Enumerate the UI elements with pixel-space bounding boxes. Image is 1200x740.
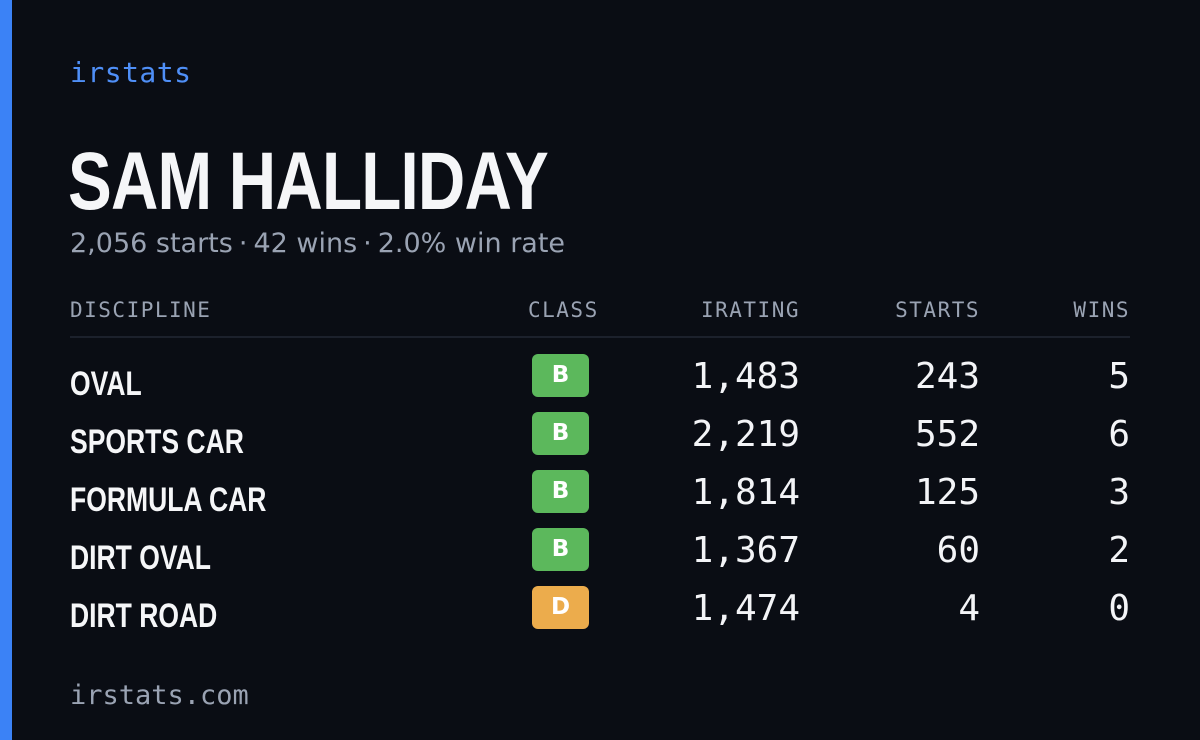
wins-value: 5: [1108, 356, 1130, 397]
driver-name: SAM HALLIDAY: [68, 136, 549, 227]
header-irating: IRATING: [700, 298, 800, 322]
header-starts: STARTS: [895, 298, 980, 322]
summary-win-rate: 2.0% win rate: [377, 228, 566, 259]
class-badge: B: [532, 412, 589, 455]
table-body: OVAL B 1,483 243 5 SPORTS CAR B 2,219 55…: [70, 338, 1130, 644]
brand-logo-text: irstats: [70, 56, 192, 89]
irating-value: 1,814: [691, 472, 800, 513]
irating-value: 2,219: [691, 414, 800, 455]
discipline-name: DIRT ROAD: [70, 597, 218, 635]
summary-starts: 2,056 starts: [70, 228, 233, 259]
wins-value: 0: [1108, 588, 1130, 629]
starts-value: 125: [914, 472, 980, 513]
starts-value: 243: [914, 356, 980, 397]
career-summary: 2,056 starts · 42 wins · 2.0% win rate: [70, 228, 565, 259]
discipline-name: OVAL: [70, 365, 142, 403]
class-badge: B: [532, 470, 589, 513]
summary-separator: ·: [363, 228, 372, 259]
class-badge: B: [532, 354, 589, 397]
discipline-name: FORMULA CAR: [70, 481, 267, 519]
table-row: DIRT OVAL B 1,367 60 2: [70, 528, 1130, 586]
starts-value: 552: [914, 414, 980, 455]
header-wins: WINS: [1073, 298, 1130, 322]
summary-separator: ·: [238, 228, 248, 259]
class-badge: B: [532, 528, 589, 571]
header-discipline: DISCIPLINE: [70, 298, 212, 322]
irating-value: 1,474: [691, 588, 800, 629]
table-row: DIRT ROAD D 1,474 4 0: [70, 586, 1130, 644]
table-row: OVAL B 1,483 243 5: [70, 354, 1130, 412]
footer-url: irstats.com: [70, 680, 249, 711]
discipline-name: SPORTS CAR: [70, 423, 244, 461]
table-header: DISCIPLINE CLASS IRATING STARTS WINS: [70, 298, 1130, 338]
wins-value: 3: [1108, 472, 1130, 513]
table-row: FORMULA CAR B 1,814 125 3: [70, 470, 1130, 528]
wins-value: 2: [1108, 530, 1130, 571]
table-row: SPORTS CAR B 2,219 552 6: [70, 412, 1130, 470]
starts-value: 4: [958, 588, 980, 629]
discipline-name: DIRT OVAL: [70, 539, 211, 577]
wins-value: 6: [1108, 414, 1130, 455]
accent-bar: [0, 0, 12, 740]
starts-value: 60: [936, 530, 980, 571]
summary-wins: 42 wins: [253, 228, 358, 259]
discipline-table: DISCIPLINE CLASS IRATING STARTS WINS OVA…: [70, 298, 1130, 644]
irating-value: 1,367: [691, 530, 800, 571]
irating-value: 1,483: [691, 356, 800, 397]
class-badge: D: [532, 586, 589, 629]
header-class: CLASS: [528, 298, 599, 322]
